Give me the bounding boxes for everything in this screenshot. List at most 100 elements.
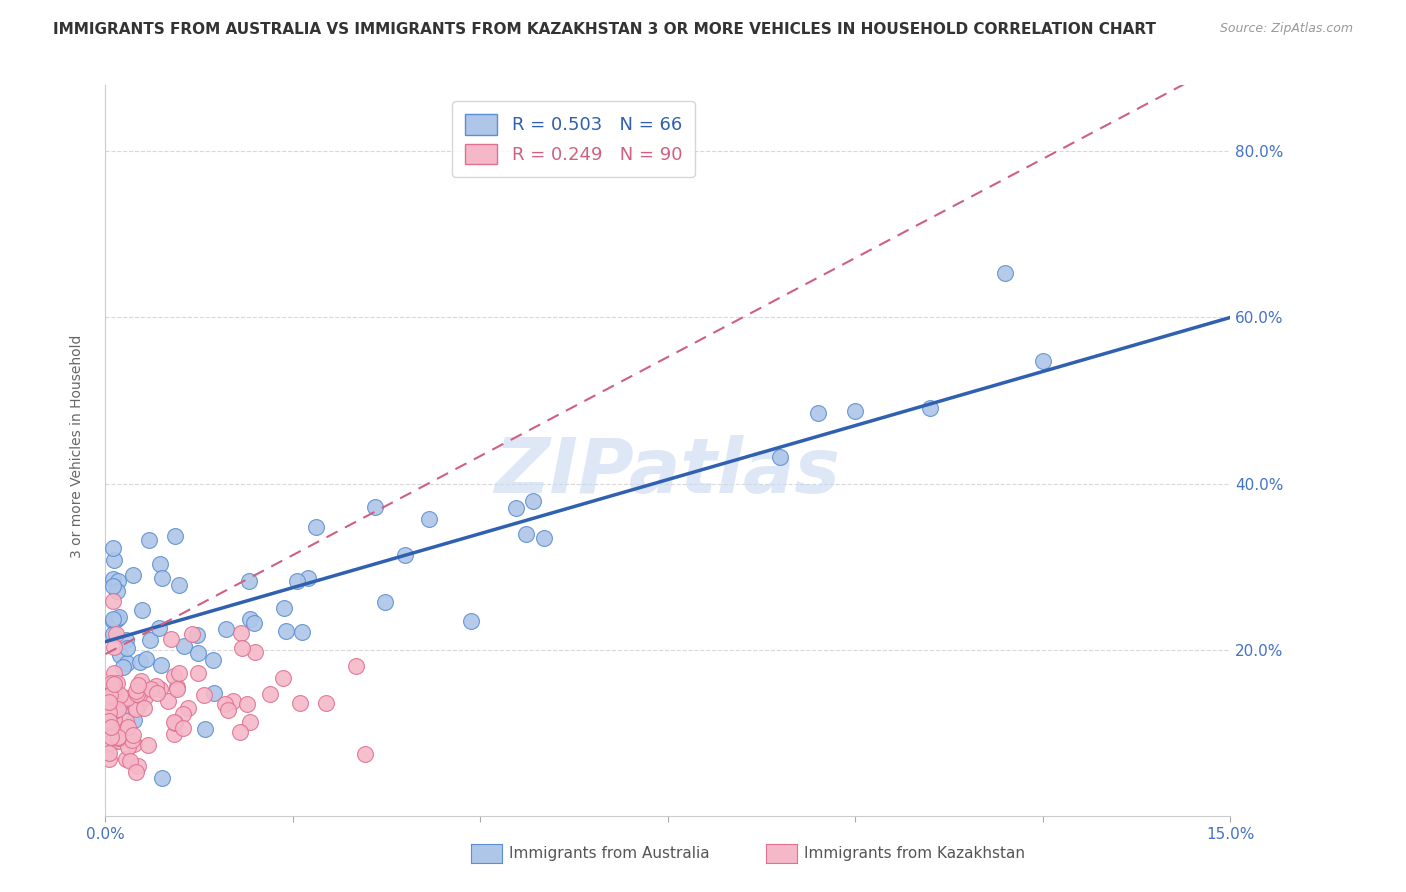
Point [112, 660, 135, 674]
Point [166, 682, 188, 697]
Point [122, 728, 145, 742]
Point [167, 666, 190, 681]
Point [994, 266, 1017, 280]
Text: Source: ZipAtlas.com: Source: ZipAtlas.com [1219, 22, 1353, 36]
Point [243, 616, 266, 631]
Point [364, 500, 387, 515]
Point [533, 531, 555, 545]
Point [103, 712, 125, 726]
Point [163, 716, 186, 731]
Point [122, 713, 145, 727]
Point [807, 406, 830, 420]
Point [98, 705, 121, 719]
Point [98, 717, 121, 731]
Point [515, 527, 537, 541]
Point [128, 690, 150, 704]
Point [98, 747, 121, 761]
Point [149, 658, 172, 673]
Point [115, 692, 138, 706]
Point [160, 632, 183, 646]
Point [115, 690, 138, 705]
Point [101, 594, 124, 608]
Point [229, 724, 252, 739]
Point [139, 632, 162, 647]
Point [122, 737, 145, 751]
Point [149, 558, 172, 572]
Point [108, 689, 131, 703]
Point [107, 612, 129, 626]
Point [169, 578, 191, 592]
Point [98, 736, 121, 750]
Point [259, 687, 281, 701]
Point [146, 686, 169, 700]
Point [98, 708, 121, 723]
Point [118, 754, 141, 768]
Point [107, 574, 129, 589]
Point [103, 683, 125, 698]
Point [166, 680, 188, 694]
Point [214, 697, 236, 711]
Point [187, 666, 209, 681]
Point [103, 680, 125, 694]
Point [193, 722, 215, 736]
Point [124, 683, 146, 698]
Point [115, 657, 138, 671]
Point [239, 714, 262, 729]
Point [229, 626, 252, 640]
Point [217, 703, 239, 717]
Point [243, 645, 266, 659]
Point [150, 771, 173, 785]
Point [105, 627, 128, 641]
Point [172, 721, 194, 735]
Point [100, 730, 122, 744]
Point [101, 579, 124, 593]
Point [148, 621, 170, 635]
Point [920, 401, 942, 416]
Point [235, 698, 257, 712]
Point [134, 700, 156, 714]
Point [98, 699, 121, 714]
Text: Immigrants from Kazakhstan: Immigrants from Kazakhstan [804, 847, 1025, 861]
Point [127, 678, 149, 692]
Point [354, 747, 377, 761]
Point [285, 574, 308, 588]
Point [117, 720, 139, 734]
Point [304, 520, 326, 534]
Point [163, 727, 186, 741]
Point [157, 694, 180, 708]
Point [100, 678, 122, 692]
Point [129, 674, 152, 689]
Point [101, 573, 124, 587]
Point [769, 450, 792, 464]
Point [107, 702, 129, 716]
Point [101, 612, 124, 626]
Point [105, 583, 128, 598]
Point [104, 690, 127, 705]
Text: ZIPatlas: ZIPatlas [495, 435, 841, 509]
Point [374, 595, 396, 609]
Point [125, 764, 148, 779]
Point [522, 494, 544, 508]
Point [187, 646, 209, 660]
Point [121, 733, 143, 747]
Point [145, 679, 167, 693]
Text: Immigrants from Australia: Immigrants from Australia [509, 847, 710, 861]
Point [131, 603, 153, 617]
Point [193, 688, 215, 702]
Point [135, 652, 157, 666]
Point [128, 688, 150, 702]
Point [124, 699, 146, 714]
Point [173, 639, 195, 653]
Point [177, 701, 200, 715]
Point [114, 752, 136, 766]
Point [418, 511, 440, 525]
Text: IMMIGRANTS FROM AUSTRALIA VS IMMIGRANTS FROM KAZAKHSTAN 3 OR MORE VEHICLES IN HO: IMMIGRANTS FROM AUSTRALIA VS IMMIGRANTS … [53, 22, 1156, 37]
Point [101, 627, 124, 641]
Point [273, 600, 295, 615]
Point [98, 751, 121, 765]
Point [98, 688, 121, 702]
Point [98, 695, 121, 709]
Point [394, 548, 416, 562]
Point [844, 403, 866, 417]
Point [98, 735, 121, 749]
